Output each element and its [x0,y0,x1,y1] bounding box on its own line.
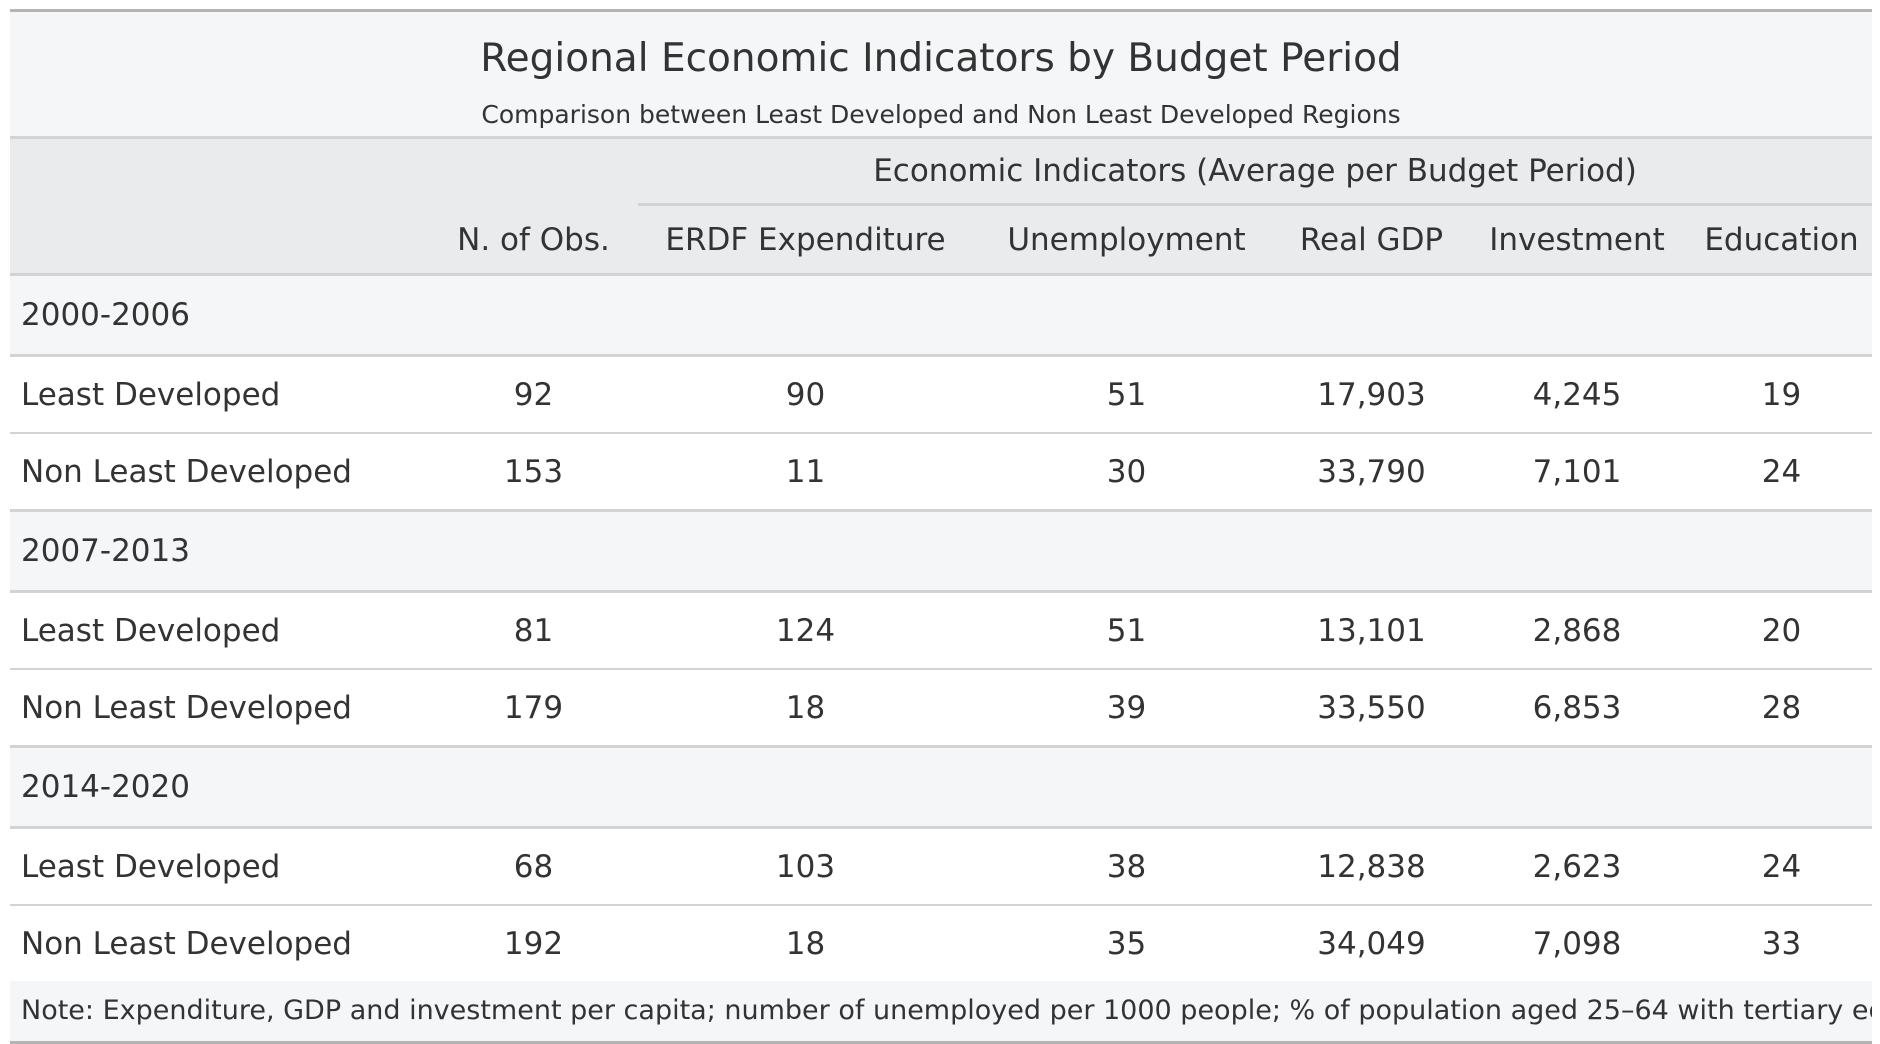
table-row: Non Least Developed 192 18 35 34,049 7,098 33 [10,905,1872,981]
cell-gdp: 17,903 [1280,355,1463,434]
table-row: Least Developed 68 103 38 12,838 2,623 24 [10,827,1873,906]
cell-gdp: 33,790 [1317,453,1426,490]
row-label: Non Least Developed [21,453,352,490]
cell-unemp: 35 [1106,925,1147,962]
cell-obs: 81 [429,591,638,670]
cell-edu: 19 [1691,355,1873,434]
column-spanner: Economic Indicators (Average per Budget … [638,139,1873,206]
spanner-cell: Economic Indicators (Average per Budget … [638,139,1873,206]
row-label: Least Developed [10,591,429,670]
column-header-education: Education [1704,221,1859,258]
table-row: Non Least Developed 153 11 30 33,790 7,101 24 [10,433,1872,511]
data-table: Economic Indicators (Average per Budget … [10,139,1873,982]
group-row: 2014-2020 [10,745,1873,829]
table-row: Least Developed 81 124 51 13,101 2,868 20 [10,591,1873,670]
column-header-erdf: ERDF Expenditure [665,221,946,258]
cell-obs: 192 [503,925,564,962]
cell-obs: 92 [429,355,638,434]
top-rule [10,9,1872,12]
cell-unemp: 51 [973,355,1280,434]
cell-edu: 24 [1761,453,1802,490]
column-header-obs: N. of Obs. [457,221,610,258]
cell-inv: 6,853 [1532,689,1622,726]
cell-obs: 153 [503,453,564,490]
row-label: Non Least Developed [21,925,352,962]
table-row: Non Least Developed 179 18 39 33,550 6,853 28 [10,669,1872,747]
cell-erdf: 11 [785,453,826,490]
cell-inv: 4,245 [1463,355,1691,434]
cell-unemp: 30 [1106,453,1147,490]
cell-erdf: 124 [638,591,973,670]
group-row: 2000-2006 [10,273,1873,357]
cell-edu: 20 [1691,591,1873,670]
cell-unemp: 39 [1106,689,1147,726]
cell-gdp: 33,550 [1317,689,1426,726]
cell-edu: 28 [1761,689,1802,726]
cell-obs: 179 [503,689,564,726]
cell-gdp: 12,838 [1280,827,1463,906]
column-header-gdp: Real GDP [1299,221,1444,258]
spanner-row: Economic Indicators (Average per Budget … [10,139,1873,206]
table-title: Regional Economic Indicators by Budget P… [480,36,1402,81]
row-label: Least Developed [10,355,429,434]
column-header-row: N. of Obs. ERDF Expenditure Unemployment… [10,206,1873,275]
title-block: Regional Economic Indicators by Budget P… [10,12,1872,136]
column-header-stub [10,206,429,275]
cell-inv: 2,868 [1463,591,1691,670]
row-label: Least Developed [10,827,429,906]
table-body: 2000-2006 Least Developed 92 90 51 17,903 4,24… [10,273,1873,982]
column-header-investment: Investment [1489,221,1665,258]
column-header-unemployment: Unemployment [1007,221,1246,258]
spanner-blank [10,139,638,206]
cell-inv: 7,101 [1532,453,1622,490]
group-label: 2000-2006 [10,273,1873,357]
table-note: Note: Expenditure, GDP and investment pe… [10,981,1872,1041]
cell-erdf: 18 [785,925,826,962]
cell-edu: 24 [1691,827,1873,906]
group-label: 2007-2013 [10,509,1873,593]
cell-inv: 2,623 [1463,827,1691,906]
cell-inv: 7,098 [1532,925,1622,962]
cell-erdf: 90 [638,355,973,434]
cell-unemp: 38 [973,827,1280,906]
group-label: 2014-2020 [10,745,1873,829]
group-row: 2007-2013 [10,509,1873,593]
cell-unemp: 51 [973,591,1280,670]
cell-obs: 68 [429,827,638,906]
cell-erdf: 18 [785,689,826,726]
cell-gdp: 34,049 [1317,925,1426,962]
title-rule [10,136,1872,139]
table-container: Regional Economic Indicators by Budget P… [10,9,1873,1044]
cell-erdf: 103 [638,827,973,906]
table-row: Least Developed 92 90 51 17,903 4,245 19 [10,355,1873,434]
cell-gdp: 13,101 [1280,591,1463,670]
row-label: Non Least Developed [21,689,352,726]
table-subtitle: Comparison between Least Developed and N… [481,100,1401,129]
cell-edu: 33 [1761,925,1802,962]
